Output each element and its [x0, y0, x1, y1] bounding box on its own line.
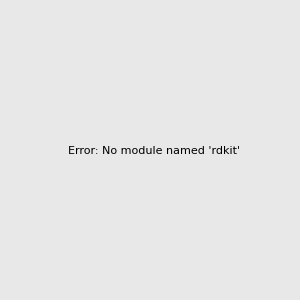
Text: Error: No module named 'rdkit': Error: No module named 'rdkit'	[68, 146, 240, 157]
